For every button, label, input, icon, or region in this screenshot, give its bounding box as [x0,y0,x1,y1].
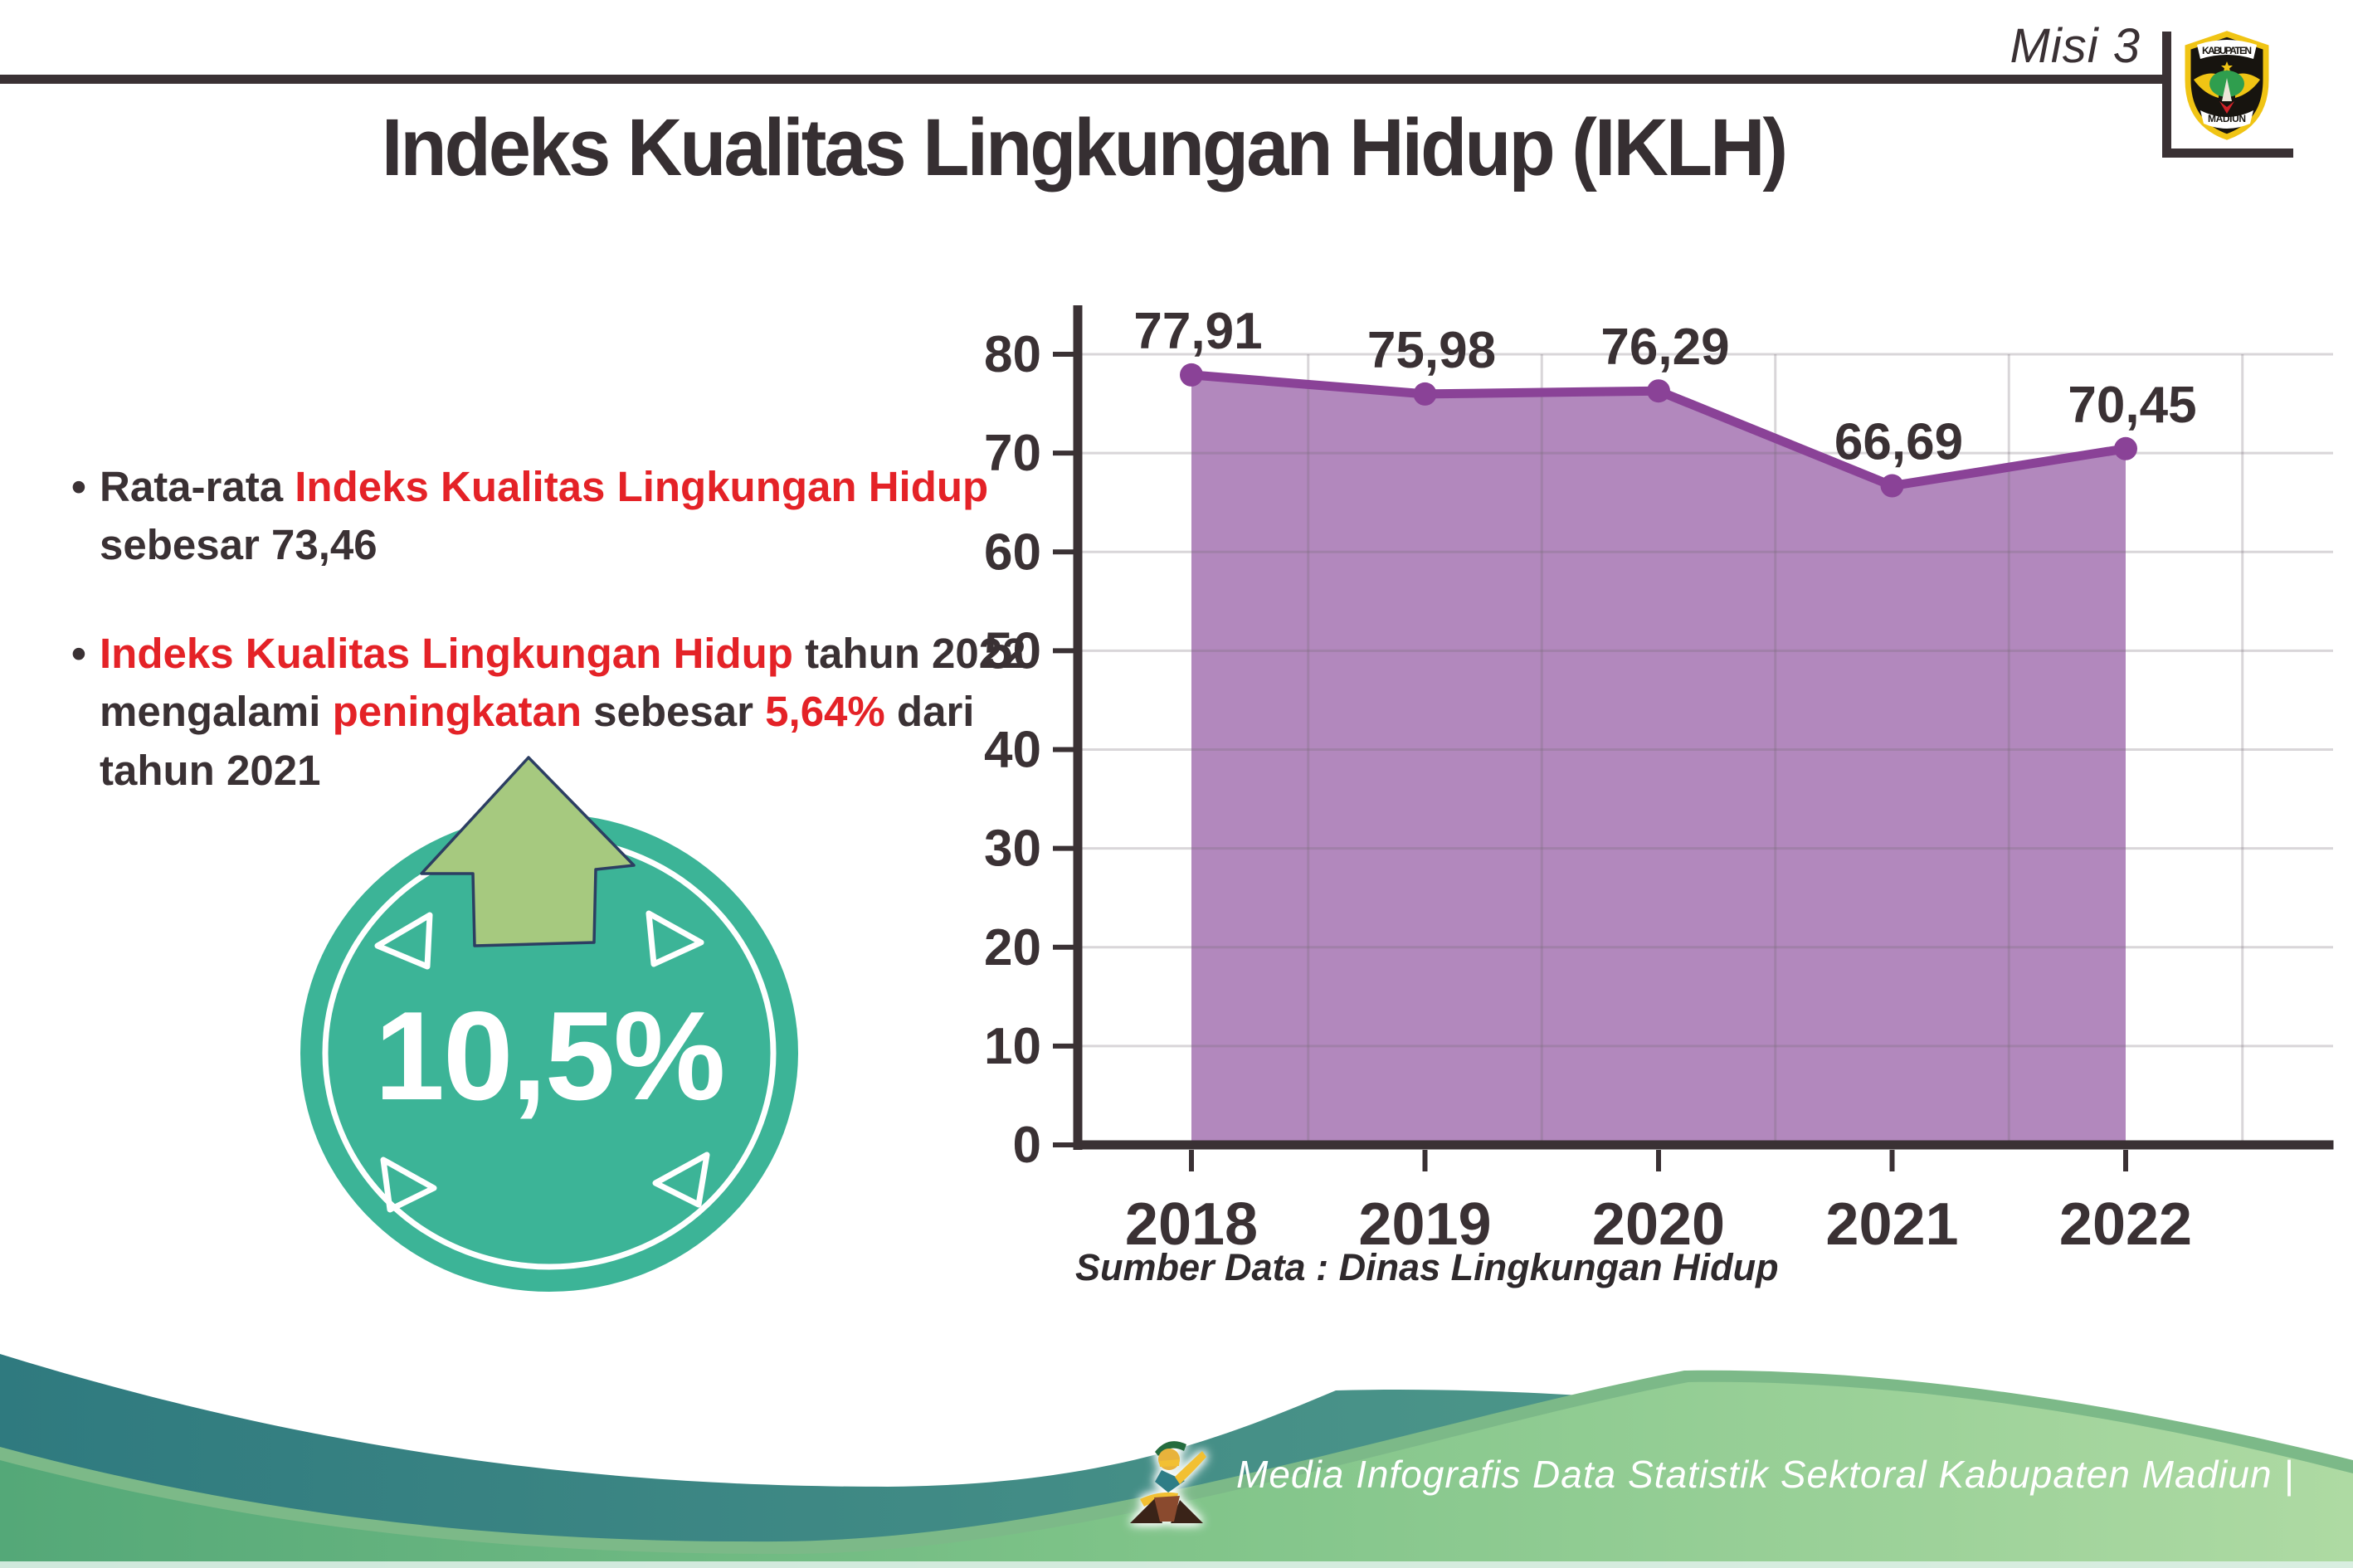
footer-credit: Media Infografis Data Statistik Sektoral… [1236,1453,2295,1496]
bullet-text-segment: dari [884,688,975,736]
footer-decoration [0,1354,2353,1568]
y-axis-tick-label: 60 [984,523,1041,581]
chart-value-label: 75,98 [1367,322,1496,379]
mascot-icon [1130,1441,1206,1523]
logo-frame-horizontal [2162,149,2293,158]
logo-gunungan-icon [2222,78,2232,101]
bullet-text-segment: Indeks Kualitas Lingkungan Hidup [295,463,989,510]
bullet-text-segment: sebesar 73,46 [100,521,378,569]
x-axis-category-label: 2021 [1825,1191,1958,1258]
badge-accent-triangle [645,910,704,967]
bullet-marker: • [71,463,86,510]
chart-data-point [1647,379,1670,403]
header-rule [0,75,2167,84]
chart-data-point [2114,436,2137,460]
bullet-text-segment: 5,64% [765,688,885,736]
y-axis-tick-label: 20 [984,919,1041,976]
page-title: Indeks Kualitas Lingkungan Hidup (IKLH) [381,102,1788,193]
misi-label: Misi 3 [2010,19,2141,73]
chart-data-point [1413,382,1437,406]
y-axis-tick-label: 0 [1013,1117,1041,1174]
x-axis-category-label: 2019 [1358,1191,1491,1258]
source-note: Sumber Data : Dinas Lingkungan Hidup [1075,1246,1779,1288]
y-axis-tick-label: 50 [984,622,1041,679]
bullet-text-segment: sebesar [581,688,766,736]
bullet-marker: • [71,629,86,677]
bullet-text-segment: tahun 2021 [100,746,321,794]
chart-value-label: 77,91 [1133,303,1262,360]
logo-top-ribbon [2197,40,2257,59]
chart-value-label: 66,69 [1834,414,1963,471]
badge-accent-triangle [374,912,433,970]
bullet-item: • Rata-rata Indeks Kualitas Lingkungan Hi… [71,458,1034,575]
y-axis-tick-label: 10 [984,1018,1041,1075]
chart-data-point [1880,474,1904,498]
bullet-text-segment: Rata-rata [100,463,295,510]
x-axis-category-label: 2022 [2059,1191,2192,1258]
bullet-text-segment: mengalami [100,688,333,736]
y-axis-tick-label: 40 [984,722,1041,779]
y-axis-line [1073,305,1083,1150]
x-axis-category-label: 2020 [1592,1191,1725,1258]
bullet-text-segment: Indeks Kualitas Lingkungan Hidup [100,629,793,677]
footer-bottom-strip [0,1561,2353,1568]
bullet-item: • Indeks Kualitas Lingkungan Hidup tahun … [71,625,1034,800]
logo-top-label: KABUPATEN [2202,45,2252,56]
chart-value-label: 70,45 [2068,377,2196,434]
logo-red-ornament-icon [2219,101,2234,114]
logo-bottom-label: MADIUN [2208,113,2246,124]
logo-star-icon [2221,61,2233,73]
logo-bottom-ribbon [2200,110,2253,129]
kabupaten-madiun-logo: KABUPATEN MADIUN [2185,31,2269,140]
chart-value-label: 76,29 [1600,319,1729,376]
chart-area-fill [1191,374,2126,1146]
up-arrow-icon [420,756,636,947]
summary-bullets: • Rata-rata Indeks Kualitas Lingkungan Hi… [71,458,1034,850]
y-axis-tick-label: 70 [984,425,1041,482]
bullet-text-segment: tahun 2022 [792,629,1026,677]
badge-accent-triangle [380,1157,437,1213]
bullet-text-segment: peningkatan [332,688,582,736]
badge-percentage: 10,5% [374,986,726,1127]
x-axis-line [1073,1140,2334,1150]
logo-frame-vertical [2162,32,2171,158]
footer-green-wave [0,1381,2353,1568]
x-axis-category-label: 2018 [1125,1191,1258,1258]
y-axis-tick-label: 30 [984,821,1041,878]
iklh-area-chart: 77,91 75,98 76,29 66,69 70,45 0 10 20 30 40 50 60 70… [984,303,2334,1258]
y-axis-tick-label: 80 [984,326,1041,383]
increase-badge [300,756,798,1292]
chart-data-point [1180,363,1203,387]
badge-accent-triangle [652,1152,710,1208]
